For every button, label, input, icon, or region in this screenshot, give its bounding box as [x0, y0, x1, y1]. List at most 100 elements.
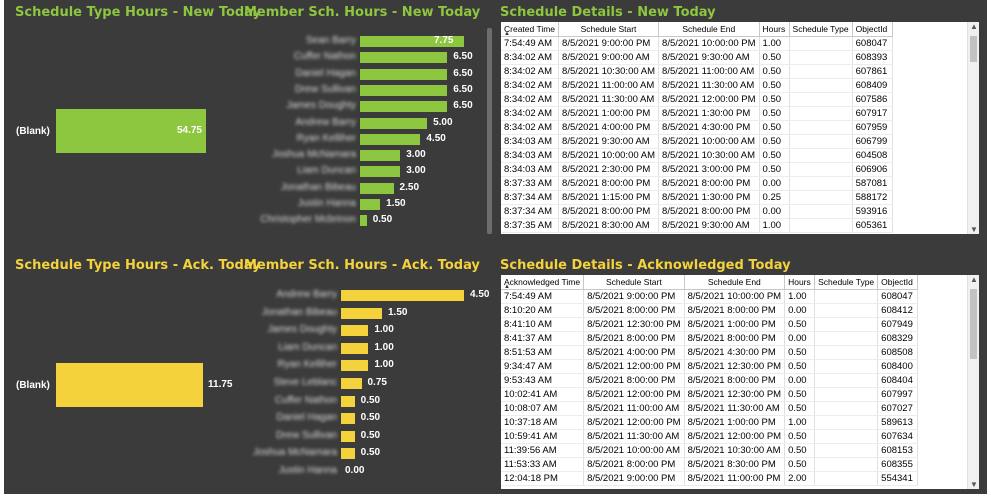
member-bar[interactable] [360, 215, 367, 227]
table-cell [789, 78, 853, 93]
column-header[interactable]: Hours [759, 22, 790, 37]
details-ack-scrollbar[interactable]: ▲ ▼ [967, 275, 979, 489]
table-cell: 607917 [852, 106, 893, 121]
member-name: James Doughty [286, 100, 356, 112]
table-row[interactable]: 8:34:02 AM 8/5/2021 11:30:00 AM 8/5/2021 1… [501, 92, 893, 107]
table-row[interactable]: 8:34:02 AM 8/5/2021 4:00:00 PM 8/5/2021 4:… [501, 120, 893, 135]
table-row[interactable]: 8:34:03 AM 8/5/2021 10:00:00 AM 8/5/2021 1… [501, 148, 893, 163]
table-cell: 8/5/2021 8:00:00 PM [583, 373, 685, 388]
member-bar-value: 0.50 [360, 412, 381, 424]
table-row[interactable]: 9:34:47 AM 8/5/2021 12:00:00 PM 8/5/2021 1… [501, 359, 919, 374]
table-row[interactable]: 8:34:02 AM 8/5/2021 1:00:00 PM 8/5/2021 1:… [501, 106, 893, 121]
table-cell: 608404 [877, 373, 919, 388]
table-row[interactable]: 8:37:34 AM 8/5/2021 1:15:00 PM 8/5/2021 1:… [501, 190, 893, 205]
member-bar[interactable] [360, 68, 448, 80]
table-row[interactable]: 10:08:07 AM 8/5/2021 11:00:00 AM 8/5/2021 … [501, 401, 919, 416]
column-header[interactable]: Schedule Start [558, 22, 660, 37]
table-row[interactable]: 8:34:03 AM 8/5/2021 2:30:00 PM 8/5/2021 3:… [501, 162, 893, 177]
member-bar[interactable] [341, 448, 355, 460]
table-cell: 1.00 [784, 415, 816, 430]
type-bar-ack[interactable] [56, 363, 203, 407]
table-row[interactable]: 11:39:56 AM 8/5/2021 10:00:00 AM 8/5/2021 … [501, 443, 919, 458]
table-row[interactable]: 9:53:43 AM 8/5/2021 8:00:00 PM 8/5/2021 8:… [501, 373, 919, 388]
table-row[interactable]: 7:54:49 AM 8/5/2021 9:00:00 PM 8/5/2021 10… [501, 36, 893, 51]
column-header-label: Created Time [504, 24, 556, 34]
table-cell: 8:34:02 AM [501, 92, 560, 107]
table-cell: 607586 [852, 92, 893, 107]
details-new-scrollbar[interactable]: ▲ ▼ [967, 22, 979, 234]
table-cell: 1.00 [759, 218, 790, 233]
table-row[interactable]: 11:53:33 AM 8/5/2021 8:00:00 PM 8/5/2021 8… [501, 457, 919, 472]
table-cell: 8/5/2021 2:30:00 PM [558, 162, 660, 177]
member-bar[interactable] [360, 150, 401, 162]
table-row[interactable]: 12:04:18 PM 8/5/2021 9:00:00 PM 8/5/2021 1… [501, 471, 919, 486]
table-row[interactable]: 8:51:53 AM 8/5/2021 4:00:00 PM 8/5/2021 4:… [501, 345, 919, 360]
column-header[interactable]: Created Time ▲ [501, 22, 560, 37]
member-bar[interactable] [360, 133, 421, 145]
member-bar[interactable] [341, 290, 464, 301]
table-row[interactable]: 8:34:02 AM 8/5/2021 9:00:00 AM 8/5/2021 9:… [501, 50, 893, 65]
table-row[interactable]: 8:41:37 AM 8/5/2021 8:00:00 PM 8/5/2021 8:… [501, 331, 919, 346]
table-row[interactable]: 8:41:10 AM 8/5/2021 12:30:00 PM 8/5/2021 1… [501, 317, 919, 332]
member-bar[interactable] [360, 36, 464, 47]
member-bar[interactable] [360, 101, 448, 113]
table-row[interactable]: 8:10:20 AM 8/5/2021 8:00:00 PM 8/5/2021 8:… [501, 303, 919, 318]
scroll-thumb[interactable] [970, 36, 977, 62]
column-header[interactable]: Acknowledged Time ▲ [501, 275, 585, 290]
column-header[interactable]: Schedule End [684, 275, 786, 290]
scroll-down-icon[interactable]: ▼ [970, 480, 978, 489]
member-bar[interactable] [341, 342, 369, 354]
member-bar[interactable] [341, 360, 369, 372]
scroll-thumb[interactable] [970, 289, 977, 359]
member-bar[interactable] [360, 182, 394, 194]
member-bar[interactable] [360, 84, 448, 96]
table-row[interactable]: 8:34:03 AM 8/5/2021 9:30:00 AM 8/5/2021 10… [501, 134, 893, 149]
member-bar[interactable] [360, 117, 428, 129]
scroll-down-icon[interactable]: ▼ [970, 225, 978, 234]
table-row[interactable]: 10:37:18 AM 8/5/2021 12:00:00 PM 8/5/2021 … [501, 415, 919, 430]
column-header[interactable]: Schedule Type [789, 22, 853, 37]
member-bar[interactable] [360, 166, 401, 178]
column-header[interactable]: Schedule Start [583, 275, 685, 290]
table-cell [814, 457, 879, 472]
member-bar[interactable] [341, 378, 362, 389]
table-row[interactable]: 8:37:35 AM 8/5/2021 8:30:00 AM 8/5/2021 9:… [501, 218, 893, 233]
member-name: Cuffer Nathon [293, 51, 356, 63]
table-cell: 10:02:41 AM [501, 387, 585, 402]
type-bar-new-value: 54.75 [176, 125, 202, 136]
table-row[interactable]: 8:37:34 AM 8/5/2021 8:00:00 PM 8/5/2021 8:… [501, 204, 893, 219]
type-bar-new[interactable]: 54.75 [56, 109, 206, 153]
scroll-up-icon[interactable]: ▲ [970, 275, 978, 284]
table-cell: 604508 [852, 148, 893, 163]
table-row[interactable]: 10:59:41 AM 8/5/2021 11:30:00 AM 8/5/2021 … [501, 429, 919, 444]
member-bar[interactable] [341, 307, 382, 319]
member-bar[interactable] [360, 52, 448, 64]
table-cell [814, 331, 879, 346]
column-header[interactable]: Schedule End [658, 22, 760, 37]
table-cell: 0.50 [759, 50, 790, 65]
column-header-label: Schedule Type [792, 24, 849, 34]
column-header[interactable]: ObjectId [877, 275, 919, 290]
member-bar-value: 0.00 [345, 465, 365, 476]
table-row[interactable]: 8:34:02 AM 8/5/2021 11:00:00 AM 8/5/2021 1… [501, 78, 893, 93]
member-bar-value: 1.00 [374, 324, 394, 336]
table-row[interactable]: 7:54:49 AM 8/5/2021 9:00:00 PM 8/5/2021 10… [501, 289, 919, 304]
table-cell [789, 134, 853, 149]
table-row[interactable]: 10:02:41 AM 8/5/2021 12:00:00 PM 8/5/2021 … [501, 387, 919, 402]
column-header[interactable]: Schedule Type [814, 275, 879, 290]
member-bar[interactable] [341, 325, 369, 337]
table-cell: 8/5/2021 1:00:00 PM [684, 317, 786, 332]
column-header[interactable]: ObjectId [852, 22, 893, 37]
scroll-up-icon[interactable]: ▲ [970, 22, 978, 31]
member-bar[interactable] [360, 199, 381, 210]
table-row[interactable]: 8:34:02 AM 8/5/2021 10:30:00 AM 8/5/2021 1… [501, 64, 893, 79]
table-row[interactable]: 8:37:33 AM 8/5/2021 8:00:00 PM 8/5/2021 8:… [501, 176, 893, 191]
column-header[interactable]: Hours [784, 275, 816, 290]
member-bar-value: 0.50 [360, 447, 381, 459]
member-chart-new-scrollbar[interactable] [487, 28, 492, 234]
member-bar[interactable] [341, 395, 355, 407]
member-bar[interactable] [341, 430, 355, 442]
member-bar[interactable] [341, 413, 355, 425]
table-cell: 605361 [852, 218, 893, 233]
column-header-label: ObjectId [881, 277, 913, 287]
